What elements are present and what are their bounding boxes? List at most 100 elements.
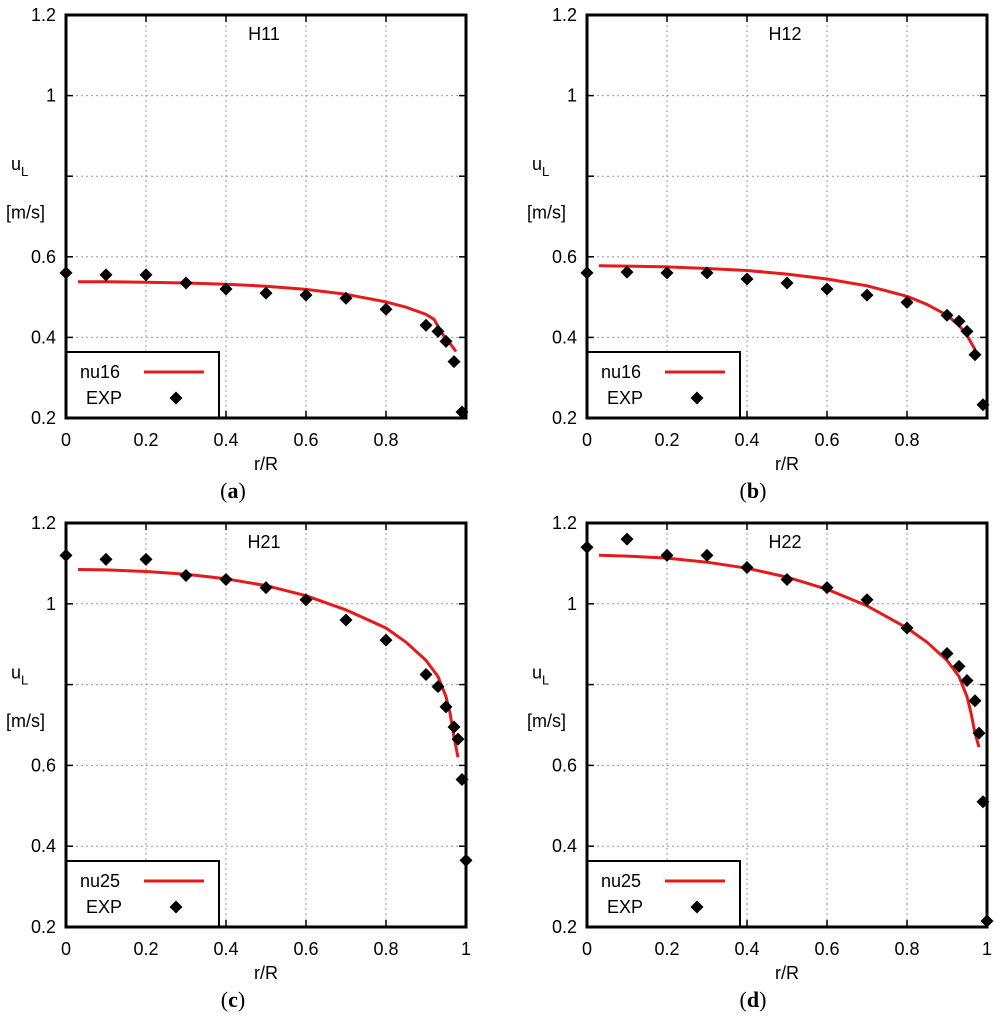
y-tick-label: 0.6 bbox=[552, 247, 577, 267]
data-point bbox=[99, 268, 113, 282]
legend: nu25 EXP bbox=[65, 860, 220, 928]
series-line bbox=[77, 568, 460, 758]
legend: nu25 EXP bbox=[586, 860, 741, 928]
legend: nu16 EXP bbox=[586, 351, 741, 419]
data-point bbox=[299, 593, 313, 607]
x-tick-label: 0.2 bbox=[133, 939, 158, 959]
y-tick-label: 1.2 bbox=[552, 5, 577, 25]
data-point bbox=[968, 348, 982, 362]
data-point bbox=[740, 560, 754, 574]
data-point bbox=[439, 700, 453, 714]
chart-panel-a: 0.20.40.611.20 0.2 0.4 0.6 0.8r/RuL[m/s]H11n… bbox=[6, 5, 469, 503]
x-tick-label: 0.8 bbox=[373, 939, 398, 959]
data-point bbox=[940, 646, 954, 660]
x-tick-label: 0.2 bbox=[654, 430, 679, 450]
grid bbox=[587, 15, 987, 418]
data-point bbox=[740, 272, 754, 286]
panel-caption: (a) bbox=[220, 478, 246, 503]
y-tick-label: 1 bbox=[567, 594, 577, 614]
data-point bbox=[960, 324, 974, 338]
series-nu25 bbox=[77, 568, 460, 758]
x-axis-label: r/R bbox=[775, 963, 799, 983]
legend: nu16 EXP bbox=[65, 351, 220, 419]
data-point bbox=[259, 581, 273, 595]
y-tick-label: 1.2 bbox=[31, 5, 56, 25]
data-point bbox=[431, 324, 445, 338]
data-point bbox=[660, 266, 674, 280]
data-point bbox=[339, 613, 353, 627]
data-point bbox=[99, 552, 113, 566]
x-tick-label: 0.4 bbox=[213, 939, 238, 959]
data-point bbox=[700, 548, 714, 562]
y-tick-label: 1.2 bbox=[552, 513, 577, 533]
data-point bbox=[179, 569, 193, 583]
plot-frame bbox=[64, 13, 468, 420]
y-axis-unit-label: [m/s] bbox=[527, 711, 566, 731]
data-point bbox=[419, 318, 433, 332]
data-point bbox=[700, 266, 714, 280]
data-point bbox=[139, 268, 153, 282]
x-tick-label: 0.2 bbox=[133, 430, 158, 450]
y-tick-label: 1 bbox=[567, 86, 577, 106]
data-point bbox=[780, 573, 794, 587]
x-tick-label: 1 bbox=[982, 939, 992, 959]
chart-panel-b: 0.20.40.611.20 0.2 0.4 0.6 0.8r/RuL[m/s]H12n… bbox=[527, 5, 990, 503]
x-tick-label: 0.8 bbox=[373, 430, 398, 450]
y-tick-label: 0.2 bbox=[31, 917, 56, 937]
legend-marker-swatch bbox=[690, 391, 704, 405]
y-tick-label: 0.4 bbox=[31, 836, 56, 856]
legend-box bbox=[65, 351, 220, 419]
data-point bbox=[820, 581, 834, 595]
x-tick-label: 0.8 bbox=[894, 430, 919, 450]
x-tick-label: 0 bbox=[582, 430, 592, 450]
data-point bbox=[431, 680, 445, 694]
data-point bbox=[960, 674, 974, 688]
legend-label: nu25 bbox=[601, 871, 641, 891]
data-point bbox=[339, 291, 353, 305]
data-point bbox=[620, 532, 634, 546]
data-point bbox=[620, 265, 634, 279]
panel-caption: (c) bbox=[221, 987, 245, 1012]
chart-panel-d: 0.20.40.611.20 0.2 0.4 0.6 0.8 1r/RuL[m/s]H22… bbox=[527, 513, 994, 1012]
x-axis-label: r/R bbox=[254, 454, 278, 474]
data-point bbox=[660, 548, 674, 562]
data-point bbox=[900, 621, 914, 635]
x-tick-label: 0.2 bbox=[654, 939, 679, 959]
legend-label: EXP bbox=[86, 897, 122, 917]
legend-label: EXP bbox=[86, 388, 122, 408]
data-point bbox=[952, 659, 966, 673]
data-point bbox=[940, 308, 954, 322]
data-point bbox=[900, 295, 914, 309]
y-tick-label: 0.2 bbox=[552, 408, 577, 428]
y-axis-label: uL bbox=[11, 663, 28, 688]
x-tick-label: 0.4 bbox=[734, 939, 759, 959]
y-axis-unit-label: [m/s] bbox=[6, 711, 45, 731]
data-point bbox=[179, 276, 193, 290]
panel-caption: (d) bbox=[740, 987, 767, 1012]
y-tick-label: 0.4 bbox=[31, 327, 56, 347]
series-EXP bbox=[580, 532, 994, 928]
x-tick-label: 0.6 bbox=[814, 430, 839, 450]
data-point bbox=[419, 668, 433, 681]
data-point bbox=[219, 573, 233, 587]
y-axis-unit-label: [m/s] bbox=[6, 203, 45, 223]
y-tick-label: 1.2 bbox=[31, 513, 56, 533]
x-tick-label: 0.4 bbox=[213, 430, 238, 450]
panel-caption: (b) bbox=[740, 478, 767, 503]
data-point bbox=[139, 552, 153, 566]
data-point bbox=[299, 288, 313, 302]
y-axis-label: uL bbox=[11, 154, 28, 179]
data-point bbox=[820, 282, 834, 296]
data-point bbox=[952, 314, 966, 328]
legend-label: EXP bbox=[607, 897, 643, 917]
grid bbox=[66, 15, 466, 418]
data-point bbox=[860, 288, 874, 302]
y-tick-label: 1 bbox=[46, 594, 56, 614]
x-tick-label: 1 bbox=[461, 939, 471, 959]
y-tick-label: 0.6 bbox=[31, 755, 56, 775]
y-tick-label: 0.6 bbox=[31, 247, 56, 267]
chart-panel-c: 0.20.40.611.20 0.2 0.4 0.6 0.8 1r/RuL[m/s]H21… bbox=[6, 513, 473, 1012]
x-axis-label: r/R bbox=[775, 454, 799, 474]
legend-marker-swatch bbox=[690, 900, 704, 914]
